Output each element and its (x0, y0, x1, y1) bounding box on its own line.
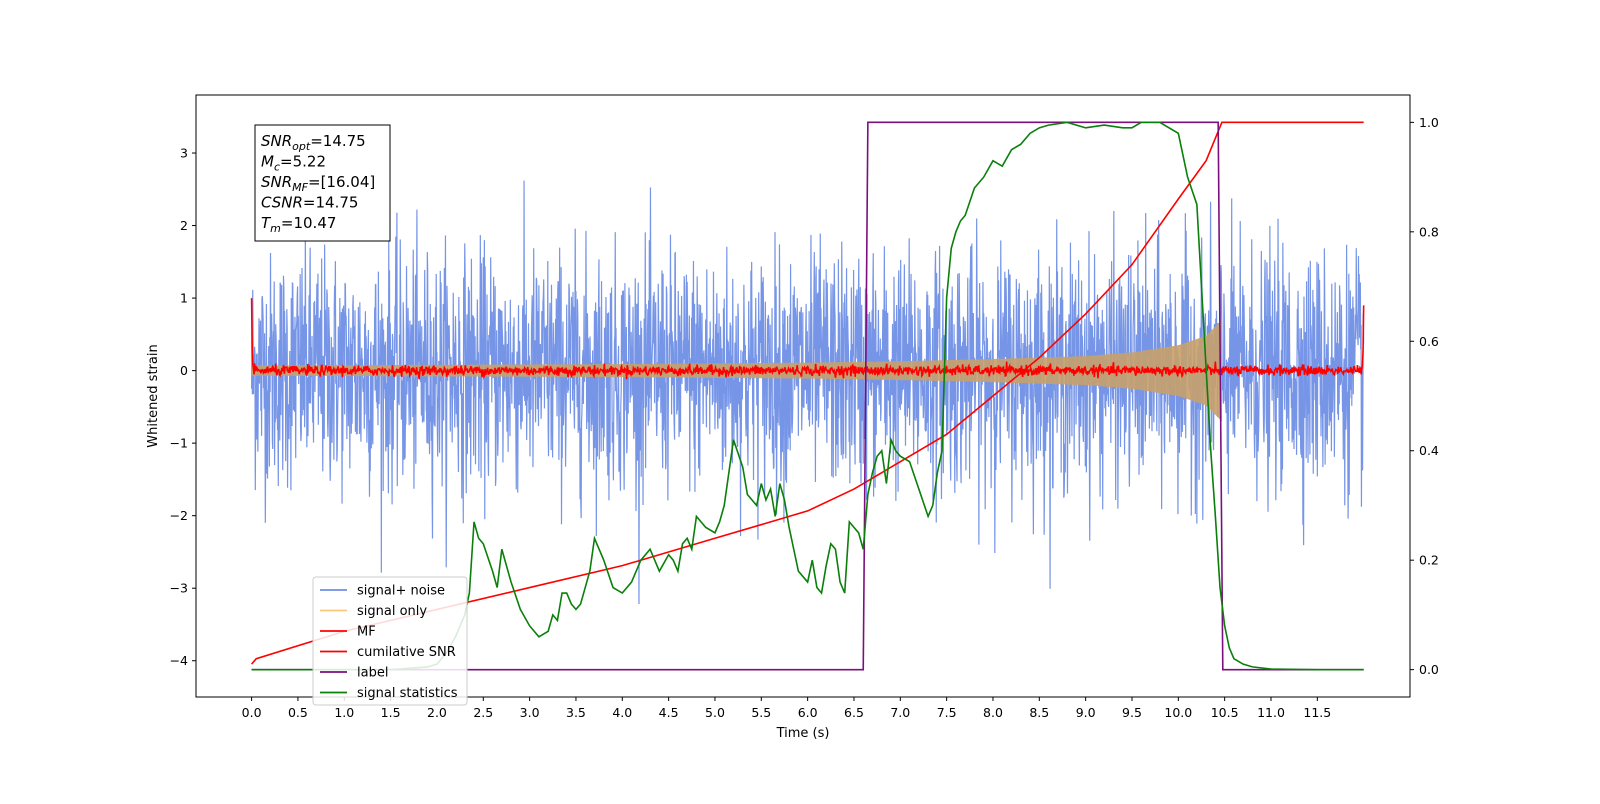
x-tick-label: 7.0 (890, 705, 910, 720)
y-axis-label: Whitened strain (146, 344, 161, 447)
y-left-tick-label: 2 (180, 218, 188, 233)
legend-frame (312, 576, 468, 706)
x-axis-label: Time (s) (776, 726, 830, 741)
legend: signal+ noise signal only MF cumilative SNR… (312, 576, 468, 706)
x-tick-label: 2.5 (473, 705, 493, 720)
legend-entry-label: cumilative SNR (357, 645, 456, 660)
info-line: SNRopt=14.75 (261, 132, 366, 153)
y-left-tick-label: 1 (180, 291, 188, 306)
series-line-mf (250, 298, 1365, 380)
ticks-layer: 0.0 0.5 1.0 1.5 2.0 2.5 3.0 3.5 4.0 4.5 5.0 5.5 6.0 6… (170, 115, 1439, 720)
x-tick-label: 10.5 (1211, 705, 1239, 720)
y-left-tick-label: −2 (170, 508, 188, 523)
x-tick-label: 3.0 (520, 705, 540, 720)
legend-entry-label: label (357, 666, 388, 681)
x-tick-label: 8.0 (983, 705, 1003, 720)
x-tick-label: 1.5 (381, 705, 401, 720)
y-left-tick-label: 0 (180, 363, 188, 378)
x-tick-label: 5.5 (751, 705, 771, 720)
legend-entry-label: signal statistics (357, 686, 458, 701)
x-tick-label: 1.0 (334, 705, 354, 720)
info-line: SNRMF=[16.04] (261, 173, 375, 194)
info-box-frame (254, 124, 391, 242)
info-line: Mc=5.22 (261, 153, 326, 174)
x-tick-label: 0.0 (242, 705, 262, 720)
legend-entry-label: MF (357, 625, 376, 640)
x-tick-label: 7.5 (937, 705, 957, 720)
y-left-tick-label: −3 (170, 581, 188, 596)
y-right-tick-label: 0.2 (1419, 553, 1439, 568)
x-tick-label: 11.5 (1303, 705, 1331, 720)
x-tick-label: 10.0 (1164, 705, 1192, 720)
x-tick-label: 2.0 (427, 705, 447, 720)
x-tick-label: 4.5 (659, 705, 679, 720)
series-line-signal-statistics (251, 121, 1364, 671)
y-left-tick-label: 3 (180, 146, 188, 161)
plot-frame (195, 94, 1411, 698)
x-tick-label: 9.0 (1076, 705, 1096, 720)
y-right-tick-label: 0.8 (1419, 224, 1439, 239)
x-tick-label: 11.0 (1257, 705, 1285, 720)
info-line: Tm=10.47 (261, 214, 336, 235)
x-tick-label: 8.5 (1029, 705, 1049, 720)
y-right-tick-label: 0.0 (1419, 662, 1439, 677)
x-tick-label: 4.0 (612, 705, 632, 720)
info-box: SNRopt=14.75Mc=5.22SNRMF=[16.04]CSNR=14.… (254, 124, 391, 242)
series-line-label (251, 121, 1364, 671)
legend-entry-label: signal only (357, 604, 427, 619)
axis-labels-layer: Time (s) Whitened strain (146, 344, 829, 741)
info-line: CSNR=14.75 (261, 194, 358, 212)
axes-frame (195, 94, 1411, 698)
mf-series-layer (250, 298, 1365, 380)
y-right-tick-label: 0.4 (1419, 443, 1439, 458)
x-tick-label: 6.0 (798, 705, 818, 720)
y-left-tick-label: −4 (170, 653, 188, 668)
x-tick-label: 5.0 (705, 705, 725, 720)
x-tick-label: 9.5 (1122, 705, 1142, 720)
y-right-tick-label: 1.0 (1419, 115, 1439, 130)
y-left-tick-label: −1 (170, 436, 188, 451)
y-right-tick-label: 0.6 (1419, 334, 1439, 349)
x-tick-label: 0.5 (288, 705, 308, 720)
x-tick-label: 6.5 (844, 705, 864, 720)
legend-entry-label: signal+ noise (357, 584, 445, 599)
x-tick-label: 3.5 (566, 705, 586, 720)
